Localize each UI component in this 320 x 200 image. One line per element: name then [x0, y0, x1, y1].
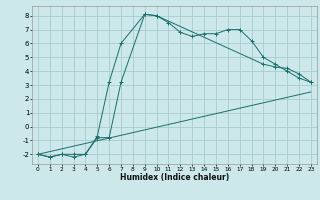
- X-axis label: Humidex (Indice chaleur): Humidex (Indice chaleur): [120, 173, 229, 182]
